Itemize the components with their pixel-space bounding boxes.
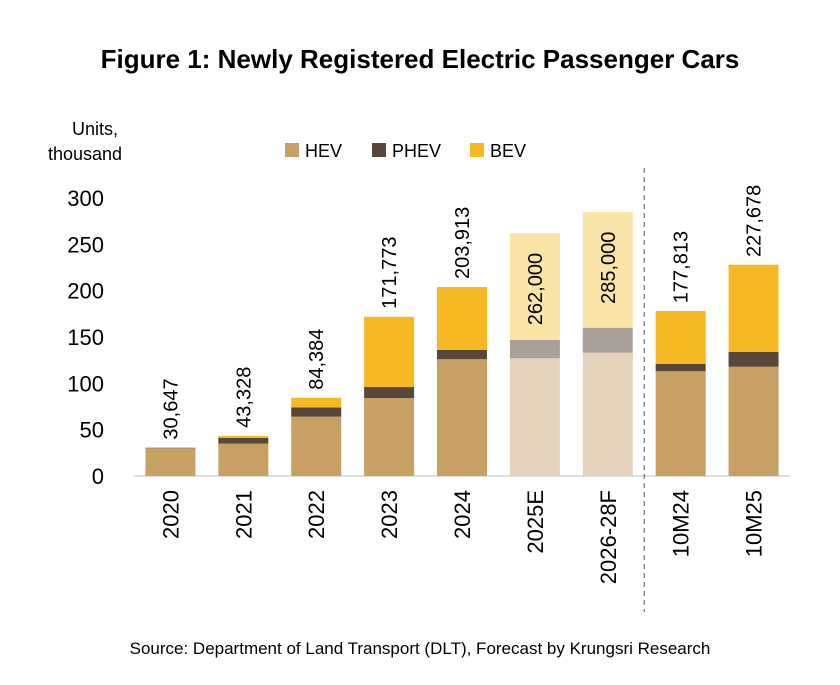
total-label: 43,328 bbox=[233, 367, 255, 428]
y-tick-label: 0 bbox=[92, 464, 104, 489]
legend-label: BEV bbox=[490, 141, 526, 161]
bar-segment bbox=[509, 358, 560, 476]
x-tick-label: 2022 bbox=[304, 490, 329, 539]
y-tick-label: 100 bbox=[67, 371, 104, 396]
bar-segment bbox=[509, 339, 560, 359]
bar-segment bbox=[437, 286, 487, 350]
y-axis-label: thousand bbox=[48, 144, 122, 164]
bar-segment bbox=[291, 407, 342, 417]
bar-segment bbox=[655, 371, 706, 476]
source-note: Source: Department of Land Transport (DL… bbox=[130, 639, 711, 658]
x-tick-label: 2023 bbox=[377, 490, 402, 539]
bar-segment bbox=[582, 327, 633, 353]
total-label: 177,813 bbox=[671, 231, 693, 303]
total-label: 84,384 bbox=[306, 329, 328, 390]
bar-segment bbox=[218, 443, 269, 476]
bar-segment bbox=[364, 398, 415, 476]
bar-segment bbox=[437, 359, 487, 476]
bar-segment bbox=[655, 363, 706, 372]
legend-swatch bbox=[470, 143, 484, 157]
bar-segment bbox=[728, 264, 779, 352]
bar-segment bbox=[582, 352, 633, 476]
chart-title: Figure 1: Newly Registered Electric Pass… bbox=[101, 44, 740, 74]
bar-segment bbox=[655, 311, 706, 364]
bar-segment bbox=[437, 349, 487, 360]
x-tick-label: 10M25 bbox=[742, 490, 767, 557]
x-tick-label: 10M24 bbox=[669, 490, 694, 557]
total-label: 227,678 bbox=[744, 185, 766, 257]
bar-segment bbox=[728, 366, 779, 476]
total-label: 171,773 bbox=[379, 237, 401, 309]
bar-segment bbox=[291, 416, 342, 476]
x-tick-label: 2024 bbox=[450, 490, 475, 539]
bar-segment bbox=[364, 316, 415, 388]
bar-segment bbox=[509, 233, 560, 340]
x-tick-label: 2025E bbox=[523, 490, 548, 554]
bar-segment bbox=[218, 435, 269, 439]
total-label: 262,000 bbox=[525, 253, 547, 325]
bar-segment bbox=[728, 351, 779, 367]
bar-segment bbox=[145, 448, 196, 476]
bar-segment bbox=[582, 211, 633, 328]
total-label: 285,000 bbox=[598, 232, 620, 304]
total-label: 203,913 bbox=[452, 207, 474, 279]
y-tick-label: 50 bbox=[80, 418, 104, 443]
bar-segment bbox=[218, 438, 269, 444]
total-label: 30,647 bbox=[160, 378, 182, 439]
bar-segment bbox=[364, 387, 415, 399]
y-tick-label: 300 bbox=[67, 186, 104, 211]
x-tick-label: 2026-28F bbox=[596, 490, 621, 584]
y-tick-label: 200 bbox=[67, 279, 104, 304]
y-axis-label: Units, bbox=[72, 119, 118, 139]
y-tick-label: 150 bbox=[67, 325, 104, 350]
legend-swatch bbox=[372, 143, 386, 157]
x-tick-label: 2020 bbox=[158, 490, 183, 539]
y-tick-label: 250 bbox=[67, 232, 104, 257]
legend-label: HEV bbox=[305, 141, 342, 161]
bar-segment bbox=[145, 447, 196, 449]
legend-swatch bbox=[285, 143, 299, 157]
x-tick-label: 2021 bbox=[231, 490, 256, 539]
bar-segment bbox=[291, 397, 342, 408]
legend-label: PHEV bbox=[392, 141, 441, 161]
